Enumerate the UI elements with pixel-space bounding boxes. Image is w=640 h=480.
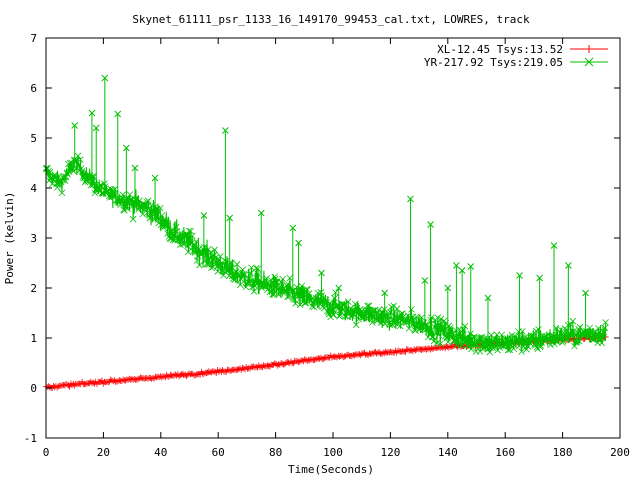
legend: XL-12.45 Tsys:13.52 YR-217.92 Tsys:219.0… <box>424 43 608 69</box>
x-tick-label: 80 <box>269 446 282 459</box>
x-tick-label: 160 <box>495 446 515 459</box>
series-yr-spike-marker <box>550 242 558 249</box>
axis-layer: 0 20 40 60 80 100 120 140 160 180 200 -1 0 1 2 3 4 5 6 7 <box>24 32 630 459</box>
series-yr-spike-marker <box>335 284 343 292</box>
x-tick-label: 180 <box>553 446 573 459</box>
series-yr-spike-marker <box>427 221 434 228</box>
legend-label-yr: YR-217.92 Tsys:219.05 <box>424 56 563 69</box>
series-yr-spike-marker <box>444 284 452 292</box>
series-yr-spike-marker <box>407 195 414 203</box>
legend-marker-yr <box>584 57 594 67</box>
series-yr-spike-marker <box>71 122 79 129</box>
series-yr-markers <box>42 152 609 356</box>
series-yr-line <box>45 155 607 353</box>
plot-layer <box>42 74 609 391</box>
x-axis-label: Time(Seconds) <box>288 463 374 476</box>
series-yr-spike-marker <box>484 294 492 302</box>
series-yr-spike-marker <box>101 74 109 82</box>
y-tick-label: 1 <box>30 332 37 345</box>
y-tick-label: 5 <box>30 132 37 145</box>
series-yr-spike-marker <box>114 110 122 118</box>
legend-label-xl: XL-12.45 Tsys:13.52 <box>437 43 563 56</box>
y-tick-label: 7 <box>30 32 37 45</box>
y-tick-label: 3 <box>30 232 37 245</box>
x-tick-label: 200 <box>610 446 630 459</box>
series-yr-spike-marker <box>92 124 100 132</box>
y-tick-label: 2 <box>30 282 37 295</box>
series-yr-spike-marker <box>88 109 96 117</box>
x-tick-label: 100 <box>323 446 343 459</box>
series-yr-spike-marker <box>582 289 589 297</box>
series-yr-spike-marker <box>226 214 234 222</box>
x-tick-label: 20 <box>97 446 110 459</box>
legend-marker-xl <box>585 45 593 53</box>
series-yr-spike-marker <box>467 263 475 270</box>
series-yr-spike-marker <box>536 274 543 282</box>
y-tick-label: 4 <box>30 182 37 195</box>
series-yr-spike-marker <box>257 209 265 217</box>
series-yr-spike-marker <box>381 289 389 297</box>
series-yr-spike-marker <box>421 277 429 284</box>
series-yr-spike-marker <box>289 224 297 232</box>
y-tick-label: -1 <box>24 432 37 445</box>
series-yr <box>42 74 609 356</box>
series-yr-spike-marker <box>458 267 466 274</box>
series-yr-spike-marker <box>564 262 572 269</box>
series-yr-spike-marker <box>123 144 130 152</box>
series-yr-spike-marker <box>131 164 139 172</box>
y-axis-label: Power (kelvin) <box>3 192 16 285</box>
series-yr-spike-marker <box>200 212 208 219</box>
x-tick-label: 120 <box>380 446 400 459</box>
series-yr-spike-marker <box>516 272 523 279</box>
series-yr-spike-marker <box>151 174 159 182</box>
x-tick-label: 60 <box>212 446 225 459</box>
series-yr-spike-marker <box>222 127 229 134</box>
series-yr-spike-marker <box>318 269 325 277</box>
x-tick-label: 0 <box>43 446 50 459</box>
x-tick-label: 140 <box>438 446 458 459</box>
y-tick-label: 0 <box>30 382 37 395</box>
x-tick-label: 40 <box>154 446 167 459</box>
chart-title: Skynet_61111_psr_1133_16_149170_99453_ca… <box>132 13 530 26</box>
y-tick-label: 6 <box>30 82 37 95</box>
series-yr-spike-marker <box>453 262 460 269</box>
series-yr-spike-marker <box>295 239 302 247</box>
